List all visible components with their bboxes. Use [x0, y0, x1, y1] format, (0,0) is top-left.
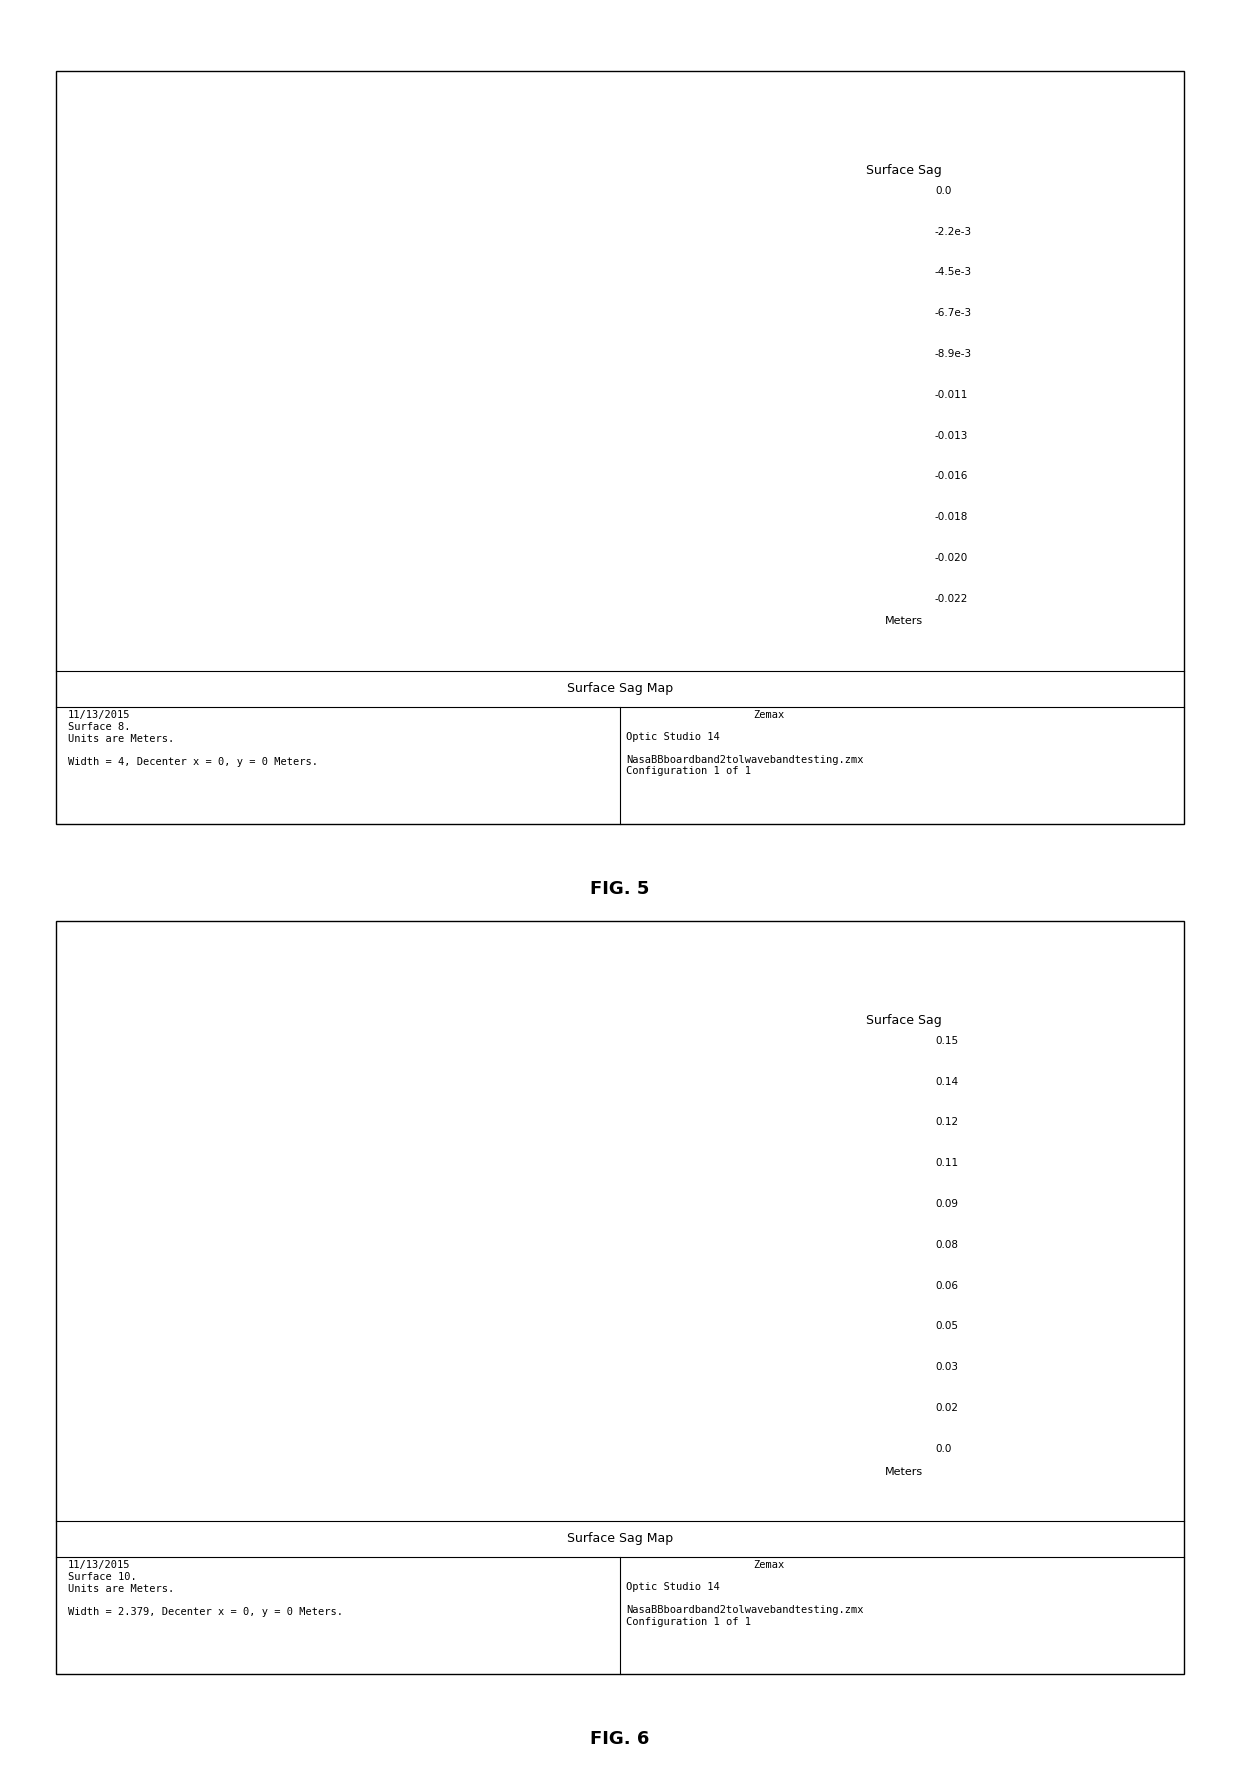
Text: -0.013: -0.013: [935, 430, 968, 441]
Text: 0.0: 0.0: [935, 186, 951, 197]
Text: -0.016: -0.016: [935, 471, 968, 482]
Text: 0.06: 0.06: [935, 1280, 959, 1291]
Text: Zemax: Zemax: [753, 710, 785, 721]
Text: 0.0: 0.0: [935, 1443, 951, 1454]
Y-axis label: Y-Meters: Y-Meters: [615, 544, 658, 581]
Text: -6.7e-3: -6.7e-3: [935, 308, 972, 319]
Text: Surface Sag: Surface Sag: [866, 163, 942, 177]
X-axis label: X-Meters: X-Meters: [296, 588, 353, 615]
Text: 0.03: 0.03: [935, 1362, 959, 1373]
Text: 0.12: 0.12: [935, 1118, 959, 1128]
Text: 0.15: 0.15: [935, 1036, 959, 1047]
Text: -0.011: -0.011: [935, 390, 968, 400]
Text: FIG. 5: FIG. 5: [590, 880, 650, 898]
Text: 11/13/2015
Surface 8.
Units are Meters.

Width = 4, Decenter x = 0, y = 0 Meters: 11/13/2015 Surface 8. Units are Meters. …: [68, 710, 319, 767]
Text: Meters: Meters: [885, 616, 923, 627]
Text: 11/13/2015
Surface 10.
Units are Meters.

Width = 2.379, Decenter x = 0, y = 0 M: 11/13/2015 Surface 10. Units are Meters.…: [68, 1560, 343, 1617]
Text: 0.09: 0.09: [935, 1199, 959, 1210]
Text: -4.5e-3: -4.5e-3: [935, 267, 972, 278]
Text: Surface Sag Map: Surface Sag Map: [567, 1532, 673, 1546]
Text: Meters: Meters: [885, 1466, 923, 1477]
Text: 0.11: 0.11: [935, 1158, 959, 1169]
Text: 0.14: 0.14: [935, 1077, 959, 1087]
Text: 0.02: 0.02: [935, 1403, 959, 1413]
Text: Optic Studio 14

NasaBBboardband2tolwavebandtesting.zmx
Configuration 1 of 1: Optic Studio 14 NasaBBboardband2tolwaveb…: [626, 731, 864, 776]
Y-axis label: Y-Meters: Y-Meters: [615, 1394, 658, 1431]
Text: 0.08: 0.08: [935, 1240, 959, 1250]
Text: 0.05: 0.05: [935, 1321, 959, 1332]
X-axis label: X-Meters: X-Meters: [296, 1438, 353, 1465]
Text: FIG. 6: FIG. 6: [590, 1730, 650, 1748]
Text: Optic Studio 14

NasaBBboardband2tolwavebandtesting.zmx
Configuration 1 of 1: Optic Studio 14 NasaBBboardband2tolwaveb…: [626, 1582, 864, 1626]
Text: -8.9e-3: -8.9e-3: [935, 349, 972, 360]
Text: Surface Sag Map: Surface Sag Map: [567, 682, 673, 696]
Text: -2.2e-3: -2.2e-3: [935, 227, 972, 237]
Text: Surface Sag: Surface Sag: [866, 1013, 942, 1027]
Text: -0.022: -0.022: [935, 593, 968, 604]
Text: -0.020: -0.020: [935, 553, 968, 563]
Text: Zemax: Zemax: [753, 1560, 785, 1571]
Text: -0.018: -0.018: [935, 512, 968, 522]
